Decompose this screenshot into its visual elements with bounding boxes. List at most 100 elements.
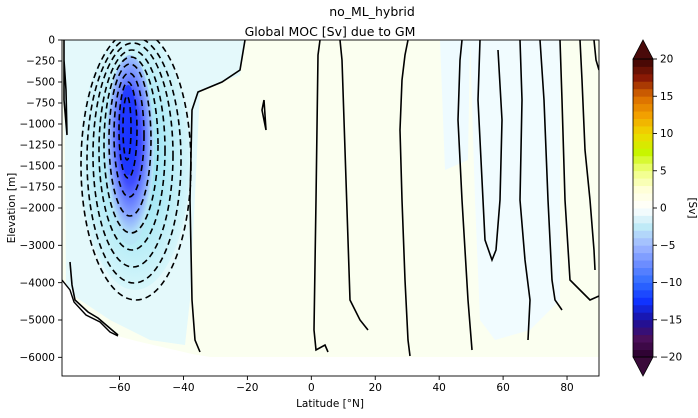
colorbar-level [633,118,653,127]
colorbar-level [633,88,653,97]
colorbar-level [633,126,653,134]
colorbar-level [633,327,653,336]
plot-area: Latitude [°N] Elevation [m] −60 −40 −20 0 20… [6,35,600,410]
colorbar-level [633,73,653,82]
zero-contour-eq2 [339,40,369,331]
colorbar-tick-label: −15 [660,314,682,326]
colorbar-level [633,111,653,119]
colorbar-segments [633,59,653,358]
contour-neg-4 [98,49,166,251]
zero-contour-north-7 [593,40,599,71]
colorbar-level [633,289,653,298]
colorbar-level [633,170,653,179]
seafloor-mask [62,282,599,376]
x-tick-label: −20 [236,382,258,394]
zero-contour-acc [189,40,246,353]
y-tick-label: −500 [26,77,55,89]
colorbar-level [633,208,653,216]
x-axis-label: Latitude [°N] [296,398,364,410]
colorbar-level [633,237,653,246]
chart-title: Global MOC [Sv] due to GM [245,24,416,39]
colorbar-tick-label: −5 [660,240,675,252]
colorbar-level [633,81,653,90]
y-ticks: 0 −250 −500 −750 −1000 −1250 −1500 −1750 −2000 −3… [19,35,62,364]
colorbar-level [633,334,653,343]
contours [62,40,599,357]
contour-neg-6 [108,63,152,217]
y-tick-label: −3000 [19,240,55,252]
x-tick-label: 40 [432,382,445,394]
zero-contour-mid [399,40,411,357]
colorbar-level [633,163,653,172]
seafloor-line [62,279,119,337]
y-tick-label: −4000 [19,277,55,289]
colorbar-level [633,66,653,75]
colorbar-level [633,148,653,157]
colorbar-level [633,200,653,209]
colorbar-level [633,282,653,291]
colorbar-level [633,245,653,254]
y-tick-label: −1750 [19,182,55,194]
colorbar-ticks: −20 −15 −10 −5 0 5 10 15 20 [653,54,682,364]
contour-neg-7 [113,72,145,198]
y-tick-label: −5000 [19,315,55,327]
colorbar-tick-label: 20 [660,54,673,66]
colorbar-level [633,59,653,67]
y-tick-label: −6000 [19,352,55,364]
zero-contour-south-2 [69,261,119,336]
colorbar-tick-label: 10 [660,128,673,140]
contour-neg-5 [103,56,159,234]
colorbar-level [633,304,653,313]
x-tick-label: 60 [496,382,509,394]
y-tick-label: −750 [26,98,55,110]
y-tick-label: −1000 [19,119,55,131]
zero-contour-north-2 [477,40,503,263]
colorbar-level [633,140,653,149]
colorbar-level [633,260,653,268]
colorbar-level [633,185,653,194]
colorbar-level [633,267,653,276]
colorbar-level [633,319,653,328]
colorbar-level [633,342,653,350]
colorbar-level [633,222,653,231]
colorbar-tick-label: 0 [660,203,667,215]
y-tick-label: −1250 [19,140,55,152]
contour-neg-2 [86,40,182,284]
x-tick-label: 0 [308,382,315,394]
northern-pale-cyan-1 [470,40,560,340]
colorbar-level [633,178,653,187]
zero-contour-north-3 [519,40,531,341]
y-tick-label: −250 [26,56,55,68]
colorbar-level [633,133,653,142]
zero-contour-dip [261,99,267,131]
colorbar-level [633,96,653,105]
y-tick-label: −1500 [19,161,55,173]
colorbar-level [633,297,653,306]
zero-contour-eq [313,40,329,353]
colorbar-tick-label: 15 [660,91,673,103]
y-tick-label: −2000 [19,203,55,215]
x-ticks: −60 −40 −20 0 20 40 60 80 [108,376,574,394]
colorbar-tick-label: −10 [660,277,682,289]
northern-pale-cyan-2 [440,40,470,170]
x-tick-label: −60 [108,382,130,394]
colorbar-extend-top [632,39,654,60]
colorbar-tick-label: −20 [660,352,682,364]
colorbar-tick-label: 5 [660,165,667,177]
colorbar-level [633,275,653,283]
colorbar-label: [Sv] [686,197,698,218]
colorbar-level [633,193,653,201]
colorbar-level [633,312,653,321]
x-tick-label: −40 [172,382,194,394]
colorbar-level [633,252,653,261]
colorbar-level [633,349,653,358]
y-tick-label: 0 [48,35,55,47]
x-tick-label: 80 [560,382,573,394]
zero-contour-north-1 [457,40,473,351]
zero-contours [63,40,599,357]
colorbar-extend-bottom [632,356,654,377]
contour-neg-3 [92,42,174,268]
x-tick-label: 20 [369,382,382,394]
colorbar-level [633,215,653,224]
